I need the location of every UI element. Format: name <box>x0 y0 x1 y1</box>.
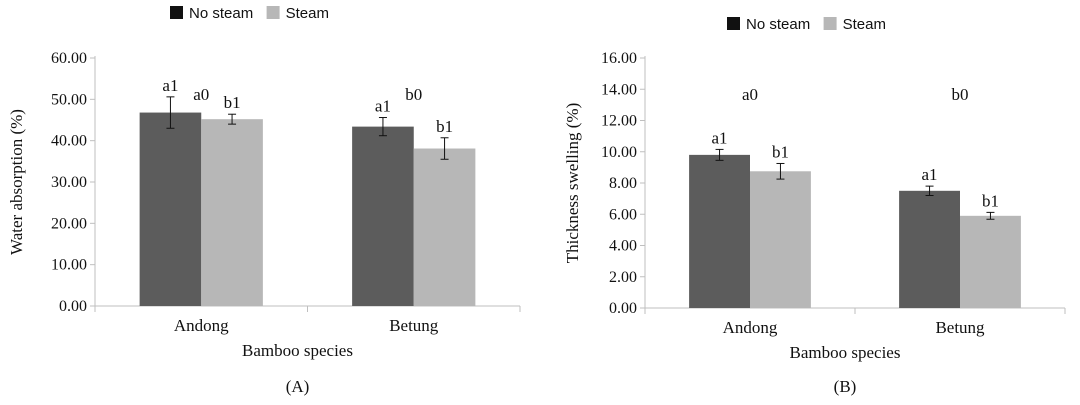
group-significance-label: a0 <box>193 85 209 104</box>
y-tick-label: 2.00 <box>609 269 637 286</box>
y-tick-label: 14.00 <box>601 81 637 98</box>
legend-swatch-steam <box>823 17 837 30</box>
group-significance-label: b0 <box>405 85 422 104</box>
x-axis-title: Bamboo species <box>790 343 901 362</box>
bar-no-steam-andong <box>689 154 750 308</box>
bar-significance-label: b1 <box>982 191 999 210</box>
legend-swatch-steam <box>266 6 280 19</box>
x-tick-label: Betung <box>389 316 439 335</box>
x-tick-label: Andong <box>174 316 229 335</box>
legend-label-steam: Steam <box>843 16 886 33</box>
y-tick-label: 0.00 <box>609 300 637 317</box>
bar-no-steam-betung <box>899 190 960 308</box>
bar-significance-label: b1 <box>436 117 453 136</box>
x-tick-label: Betung <box>935 318 985 337</box>
chart-panel-1: No steam Steam 0.00 10.00 20.00 30.00 40.00 50.… <box>7 5 521 396</box>
legend-swatch-no-steam <box>170 6 183 19</box>
y-tick-label: 20.00 <box>51 215 87 232</box>
bar-significance-label: b1 <box>772 142 789 161</box>
y-tick-label: 4.00 <box>609 238 637 255</box>
panel-label: (A) <box>286 377 310 396</box>
bar-significance-label: a1 <box>712 128 728 147</box>
legend-swatch-no-steam <box>727 17 740 30</box>
y-tick-label: 8.00 <box>609 175 637 192</box>
chart-panel-2: No steam Steam 0.00 2.00 4.00 6.00 8.00 10.00 12… <box>563 16 1066 396</box>
y-tick-label: 40.00 <box>51 133 87 150</box>
panel-label: (B) <box>834 377 857 396</box>
bar-significance-label: b1 <box>224 93 241 112</box>
legend-label-no-steam: No steam <box>189 5 253 22</box>
y-tick-label: 60.00 <box>51 50 87 67</box>
y-tick-label: 10.00 <box>601 144 637 161</box>
y-axis-title: Water absorption (%) <box>7 109 26 255</box>
bar-steam-betung <box>413 148 476 306</box>
x-axis-title: Bamboo species <box>242 341 353 360</box>
y-tick-label: 12.00 <box>601 113 637 130</box>
bar-significance-label: a1 <box>922 165 938 184</box>
legend-2: No steam Steam <box>727 16 886 33</box>
legend-label-steam: Steam <box>286 5 329 22</box>
bar-significance-label: a1 <box>375 97 391 116</box>
y-tick-label: 30.00 <box>51 174 87 191</box>
bar-steam-betung <box>960 215 1021 308</box>
y-axis-title: Thickness swelling (%) <box>563 103 582 264</box>
bar-steam-andong <box>750 171 811 308</box>
bar-steam-andong <box>201 119 263 306</box>
bar-no-steam-andong <box>139 112 202 306</box>
x-tick-label: Andong <box>723 318 778 337</box>
group-significance-label: a0 <box>742 85 758 104</box>
y-tick-label: 10.00 <box>51 257 87 274</box>
y-tick-label: 16.00 <box>601 50 637 67</box>
legend-1: No steam Steam <box>170 5 329 22</box>
group-significance-label: b0 <box>952 85 969 104</box>
legend-label-no-steam: No steam <box>746 16 810 33</box>
y-tick-label: 50.00 <box>51 91 87 108</box>
bar-no-steam-betung <box>352 126 414 306</box>
y-tick-label: 6.00 <box>609 206 637 223</box>
y-tick-label: 0.00 <box>59 298 87 315</box>
bar-significance-label: a1 <box>162 76 178 95</box>
